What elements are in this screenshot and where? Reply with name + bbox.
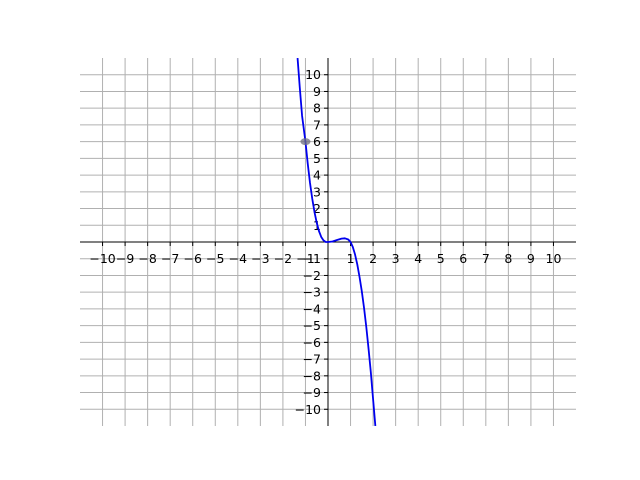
- y-tick-label: −7: [303, 352, 321, 367]
- y-tick-label: −2: [303, 268, 321, 283]
- y-tick-label: 7: [313, 117, 321, 132]
- y-tick-label: −6: [303, 335, 321, 350]
- x-tick-label: 7: [482, 251, 490, 266]
- x-tick-label: −7: [161, 251, 179, 266]
- x-tick-label: −3: [251, 251, 269, 266]
- y-tick-label: −8: [303, 368, 321, 383]
- y-tick-label: −4: [303, 301, 321, 316]
- series-line: [296, 58, 377, 426]
- x-tick-label: 3: [392, 251, 400, 266]
- x-tick-label: −6: [184, 251, 202, 266]
- y-tick-label: 4: [313, 168, 321, 183]
- x-tick-label: −4: [229, 251, 247, 266]
- x-tick-label: 5: [437, 251, 445, 266]
- y-tick-label: 2: [313, 201, 321, 216]
- x-tick-label: −9: [116, 251, 134, 266]
- y-tick-label: −1: [303, 251, 321, 266]
- x-tick-label: −1: [296, 251, 314, 266]
- y-tick-label: −5: [303, 318, 321, 333]
- markers: [300, 138, 311, 146]
- x-tick-label: 4: [414, 251, 422, 266]
- y-tick-label: 8: [313, 101, 321, 116]
- x-tick-label: −8: [138, 251, 156, 266]
- x-tick-label: 1: [347, 251, 355, 266]
- y-tick-label: 9: [313, 84, 321, 99]
- x-tick-label: 8: [504, 251, 512, 266]
- tick-labels: −10 −9 −8 −7 −6 −5 −4 −3 −2 −1 1 2 3 4 5 6 7 8 9 10−10−9−8−…: [89, 67, 561, 417]
- x-tick-label: 10: [546, 251, 562, 266]
- x-tick-label: 9: [527, 251, 535, 266]
- y-tick-label: 3: [313, 184, 321, 199]
- x-tick-label: −5: [206, 251, 224, 266]
- y-tick-label: −3: [303, 285, 321, 300]
- y-tick-label: 5: [313, 151, 321, 166]
- x-tick-label: −2: [274, 251, 292, 266]
- x-tick-label: −10: [89, 251, 115, 266]
- y-tick-label: −10: [295, 402, 321, 417]
- y-tick-label: 6: [313, 134, 321, 149]
- x-tick-label: 6: [459, 251, 467, 266]
- x-tick-label: 2: [369, 251, 377, 266]
- y-tick-label: −9: [303, 385, 321, 400]
- y-tick-label: 10: [305, 67, 321, 82]
- data-point-marker: [300, 138, 311, 146]
- series: [296, 58, 377, 426]
